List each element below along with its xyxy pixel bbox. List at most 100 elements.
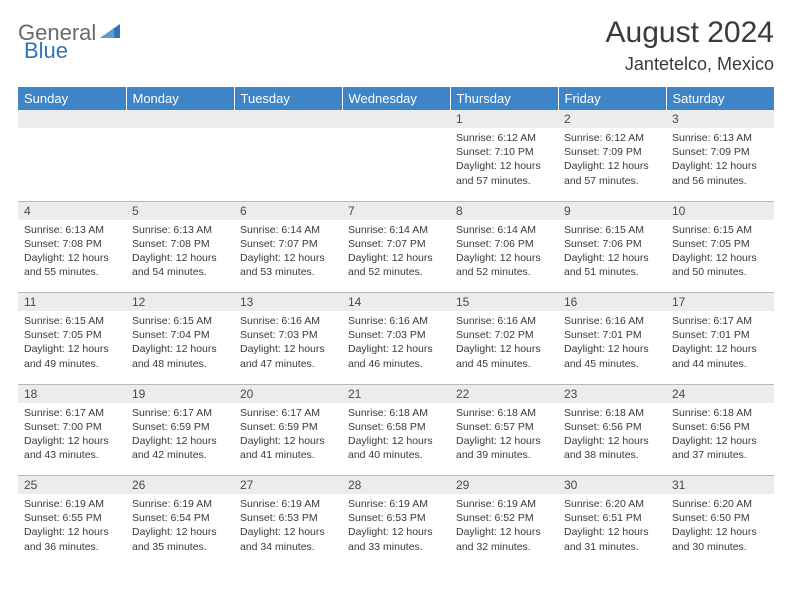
sunset-text: Sunset: 7:03 PM (348, 328, 444, 342)
day-body-row: Sunrise: 6:17 AMSunset: 7:00 PMDaylight:… (18, 403, 774, 476)
sunset-text: Sunset: 7:04 PM (132, 328, 228, 342)
day-body-cell (234, 128, 342, 201)
day-number-cell: 14 (342, 293, 450, 312)
sunrise-text: Sunrise: 6:15 AM (672, 223, 768, 237)
sunset-text: Sunset: 7:08 PM (132, 237, 228, 251)
daylight-text: Daylight: 12 hours and 44 minutes. (672, 342, 768, 370)
sunrise-text: Sunrise: 6:19 AM (348, 497, 444, 511)
day-number-cell: 5 (126, 201, 234, 220)
day-body-cell: Sunrise: 6:19 AMSunset: 6:53 PMDaylight:… (342, 494, 450, 567)
sunrise-text: Sunrise: 6:13 AM (132, 223, 228, 237)
sunset-text: Sunset: 7:10 PM (456, 145, 552, 159)
sunrise-text: Sunrise: 6:14 AM (348, 223, 444, 237)
daynum-row: 123 (18, 110, 774, 128)
weekday-header: Monday (126, 87, 234, 110)
day-number-cell: 29 (450, 476, 558, 495)
weekday-header: Thursday (450, 87, 558, 110)
day-body-row: Sunrise: 6:13 AMSunset: 7:08 PMDaylight:… (18, 220, 774, 293)
sunset-text: Sunset: 6:54 PM (132, 511, 228, 525)
sunset-text: Sunset: 7:08 PM (24, 237, 120, 251)
day-body-cell (126, 128, 234, 201)
title-block: August 2024 Jantetelco, Mexico (606, 16, 774, 75)
day-number-cell (342, 110, 450, 128)
day-number-cell: 10 (666, 201, 774, 220)
daylight-text: Daylight: 12 hours and 30 minutes. (672, 525, 768, 553)
sunrise-text: Sunrise: 6:19 AM (24, 497, 120, 511)
sunset-text: Sunset: 6:52 PM (456, 511, 552, 525)
weekday-header: Tuesday (234, 87, 342, 110)
sunrise-text: Sunrise: 6:15 AM (564, 223, 660, 237)
sunrise-text: Sunrise: 6:15 AM (24, 314, 120, 328)
sunrise-text: Sunrise: 6:18 AM (564, 406, 660, 420)
day-body-cell: Sunrise: 6:13 AMSunset: 7:08 PMDaylight:… (126, 220, 234, 293)
daylight-text: Daylight: 12 hours and 35 minutes. (132, 525, 228, 553)
sunrise-text: Sunrise: 6:19 AM (456, 497, 552, 511)
sunrise-text: Sunrise: 6:19 AM (240, 497, 336, 511)
month-title: August 2024 (606, 16, 774, 50)
day-body-cell: Sunrise: 6:17 AMSunset: 6:59 PMDaylight:… (234, 403, 342, 476)
sunset-text: Sunset: 6:53 PM (240, 511, 336, 525)
day-body-cell: Sunrise: 6:18 AMSunset: 6:56 PMDaylight:… (558, 403, 666, 476)
sunset-text: Sunset: 7:06 PM (564, 237, 660, 251)
day-body-row: Sunrise: 6:12 AMSunset: 7:10 PMDaylight:… (18, 128, 774, 201)
sunset-text: Sunset: 7:03 PM (240, 328, 336, 342)
day-number-cell (126, 110, 234, 128)
sunset-text: Sunset: 6:51 PM (564, 511, 660, 525)
day-body-cell: Sunrise: 6:18 AMSunset: 6:58 PMDaylight:… (342, 403, 450, 476)
day-body-cell: Sunrise: 6:15 AMSunset: 7:05 PMDaylight:… (666, 220, 774, 293)
daylight-text: Daylight: 12 hours and 41 minutes. (240, 434, 336, 462)
day-number-cell: 23 (558, 384, 666, 403)
weekday-header: Sunday (18, 87, 126, 110)
sunset-text: Sunset: 7:01 PM (564, 328, 660, 342)
sunset-text: Sunset: 6:59 PM (240, 420, 336, 434)
calendar-body: 123Sunrise: 6:12 AMSunset: 7:10 PMDaylig… (18, 110, 774, 567)
day-number-cell: 21 (342, 384, 450, 403)
daylight-text: Daylight: 12 hours and 51 minutes. (564, 251, 660, 279)
sunset-text: Sunset: 6:57 PM (456, 420, 552, 434)
day-body-cell: Sunrise: 6:17 AMSunset: 7:01 PMDaylight:… (666, 311, 774, 384)
header: General August 2024 Jantetelco, Mexico (18, 16, 774, 75)
day-body-cell: Sunrise: 6:19 AMSunset: 6:53 PMDaylight:… (234, 494, 342, 567)
sunset-text: Sunset: 6:55 PM (24, 511, 120, 525)
sunset-text: Sunset: 7:06 PM (456, 237, 552, 251)
day-body-cell: Sunrise: 6:19 AMSunset: 6:52 PMDaylight:… (450, 494, 558, 567)
day-number-cell: 31 (666, 476, 774, 495)
day-body-cell: Sunrise: 6:18 AMSunset: 6:56 PMDaylight:… (666, 403, 774, 476)
logo-blue-row: Blue (24, 38, 68, 64)
day-number-cell: 20 (234, 384, 342, 403)
day-body-cell: Sunrise: 6:15 AMSunset: 7:06 PMDaylight:… (558, 220, 666, 293)
day-body-cell (18, 128, 126, 201)
daylight-text: Daylight: 12 hours and 49 minutes. (24, 342, 120, 370)
sunset-text: Sunset: 7:00 PM (24, 420, 120, 434)
daylight-text: Daylight: 12 hours and 56 minutes. (672, 159, 768, 187)
daylight-text: Daylight: 12 hours and 36 minutes. (24, 525, 120, 553)
sunset-text: Sunset: 7:09 PM (564, 145, 660, 159)
daylight-text: Daylight: 12 hours and 52 minutes. (348, 251, 444, 279)
sunset-text: Sunset: 7:07 PM (240, 237, 336, 251)
day-number-cell: 17 (666, 293, 774, 312)
daylight-text: Daylight: 12 hours and 48 minutes. (132, 342, 228, 370)
day-number-cell: 16 (558, 293, 666, 312)
daylight-text: Daylight: 12 hours and 47 minutes. (240, 342, 336, 370)
day-body-cell: Sunrise: 6:19 AMSunset: 6:54 PMDaylight:… (126, 494, 234, 567)
sunrise-text: Sunrise: 6:16 AM (456, 314, 552, 328)
day-number-cell: 15 (450, 293, 558, 312)
day-number-cell: 26 (126, 476, 234, 495)
daylight-text: Daylight: 12 hours and 43 minutes. (24, 434, 120, 462)
sunrise-text: Sunrise: 6:16 AM (564, 314, 660, 328)
day-number-cell: 2 (558, 110, 666, 128)
logo-triangle-icon (100, 22, 122, 45)
daylight-text: Daylight: 12 hours and 34 minutes. (240, 525, 336, 553)
sunset-text: Sunset: 6:59 PM (132, 420, 228, 434)
day-body-cell: Sunrise: 6:18 AMSunset: 6:57 PMDaylight:… (450, 403, 558, 476)
day-body-row: Sunrise: 6:15 AMSunset: 7:05 PMDaylight:… (18, 311, 774, 384)
day-number-cell: 19 (126, 384, 234, 403)
day-body-cell: Sunrise: 6:17 AMSunset: 6:59 PMDaylight:… (126, 403, 234, 476)
sunrise-text: Sunrise: 6:18 AM (348, 406, 444, 420)
sunset-text: Sunset: 7:02 PM (456, 328, 552, 342)
daylight-text: Daylight: 12 hours and 42 minutes. (132, 434, 228, 462)
daylight-text: Daylight: 12 hours and 57 minutes. (564, 159, 660, 187)
day-number-cell: 18 (18, 384, 126, 403)
day-body-cell: Sunrise: 6:14 AMSunset: 7:07 PMDaylight:… (342, 220, 450, 293)
sunrise-text: Sunrise: 6:15 AM (132, 314, 228, 328)
